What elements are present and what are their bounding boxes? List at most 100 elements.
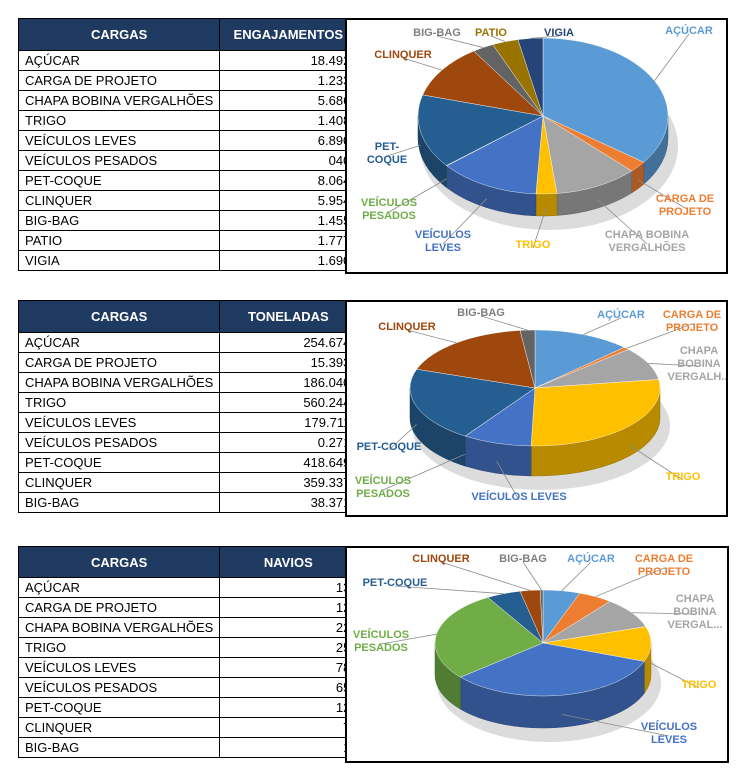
pie-slice-chapa-bobina-vergalhoes: [542, 115, 633, 194]
table-row: PET-COQUE 8.064: [17, 170, 358, 191]
cell-value-chapa-bobina-vergalhoes: 5.686: [219, 90, 358, 111]
leader-line-big-bag: [480, 315, 528, 331]
data-label-carga-de-projeto: CARGA DE PROJETO: [656, 193, 714, 218]
section-engajamentos: CARGAS ENGAJAMENTOS AÇÚCAR 18.492 CARGA DE…: [17, 18, 728, 274]
table-row: TRIGO 560.244: [17, 392, 358, 413]
data-label-carga-de-projeto: CARGA DE PROJETO: [663, 309, 721, 334]
table-row: CHAPA BOBINA VERGALHÕES 22: [17, 617, 358, 638]
cell-value-veiculos-leves: 6.890: [219, 130, 358, 151]
cell-carga-vigia: VIGIA: [17, 250, 221, 271]
table-row: CHAPA BOBINA VERGALHÕES 186.040: [17, 372, 358, 393]
leader-line-acucar: [583, 317, 622, 335]
leader-line-veiculos-leves: [561, 714, 670, 737]
data-label-trigo: TRIGO: [666, 471, 701, 483]
cell-value-clinquer: 7: [219, 717, 358, 738]
cell-value-trigo: 560.244: [219, 392, 358, 413]
pie-slice-clinquer: [416, 330, 536, 389]
table-row: PATIO 1.777: [17, 230, 358, 251]
leader-line-carga-de-projeto: [595, 567, 665, 598]
leader-line-veiculos-pesados: [380, 633, 437, 645]
cell-carga-veiculos-pesados: VEÍCULOS PESADOS: [17, 150, 221, 171]
leader-line-chapa-bobina-vergalhoes: [631, 612, 696, 615]
table-row: TRIGO 25: [17, 637, 358, 658]
header-navios: NAVIOS: [219, 546, 358, 578]
data-label-trigo: TRIGO: [516, 239, 551, 251]
table-navios: CARGAS NAVIOS AÇÚCAR 13 CARGA DE PROJETO 12…: [17, 546, 358, 758]
data-label-big-bag: BIG-BAG: [499, 553, 547, 565]
leader-line-veiculos-leves: [442, 198, 487, 245]
leader-line-vigia: [530, 35, 560, 39]
cell-value-veiculos-pesados: 65: [219, 677, 358, 698]
leader-line-clinquer: [440, 561, 531, 591]
header-cargas: CARGAS: [17, 546, 221, 578]
cell-value-veiculos-leves: 179.711: [219, 412, 358, 433]
cell-carga-chapa-bobina-vergalhoes: CHAPA BOBINA VERGALHÕES: [17, 90, 221, 111]
leader-line-veiculos-pesados: [388, 178, 447, 213]
cell-value-veiculos-leves: 78: [219, 657, 358, 678]
data-label-chapa-bobina-vergalhoes: CHAPA BOBINA VERGAL...: [667, 593, 722, 631]
cell-carga-big-bag: BIG-BAG: [17, 737, 221, 758]
cell-value-chapa-bobina-vergalhoes: 22: [219, 617, 358, 638]
leader-line-carga-de-projeto: [626, 323, 693, 349]
data-label-veiculos-pesados: VEÍCULOS PESADOS: [361, 196, 417, 222]
cell-value-acucar: 18.492: [219, 50, 358, 71]
cell-carga-carga-de-projeto: CARGA DE PROJETO: [17, 352, 221, 373]
cell-carga-carga-de-projeto: CARGA DE PROJETO: [17, 70, 221, 91]
cell-carga-chapa-bobina-vergalhoes: CHAPA BOBINA VERGALHÕES: [17, 372, 221, 393]
pie-chart-toneladas: AÇÚCAR CARGA DE PROJETO CHAPA BOBINA VERGALH.…: [345, 300, 728, 517]
cell-value-big-bag: 38.371: [219, 492, 358, 513]
data-label-clinquer: CLINQUER: [378, 321, 436, 333]
pie-slice-veiculos-pesados: [434, 597, 544, 678]
leader-line-chapa-bobina-vergalhoes: [597, 199, 648, 245]
cell-carga-veiculos-leves: VEÍCULOS LEVES: [17, 412, 221, 433]
cell-carga-veiculos-leves: VEÍCULOS LEVES: [17, 657, 221, 678]
cell-carga-acucar: AÇÚCAR: [17, 50, 221, 71]
table-row: VEÍCULOS PESADOS 0.271: [17, 432, 358, 453]
leader-line-chapa-bobina-vergalhoes: [648, 363, 700, 367]
leader-line-clinquer: [406, 329, 457, 344]
leader-line-pet-coque: [394, 585, 504, 595]
cell-carga-pet-coque: PET-COQUE: [17, 697, 221, 718]
cell-value-acucar: 254.674: [219, 332, 358, 353]
cell-carga-clinquer: CLINQUER: [17, 472, 221, 493]
pie-svg-toneladas: AÇÚCAR CARGA DE PROJETO CHAPA BOBINA VERGALH.…: [355, 307, 726, 503]
pie-slice-big-bag: [539, 589, 544, 644]
data-label-acucar: AÇÚCAR: [665, 24, 713, 37]
pie-slice-trigo: [530, 379, 661, 447]
cell-value-trigo: 1.408: [219, 110, 358, 131]
pie-slice-big-bag: [519, 329, 536, 389]
table-row: CARGA DE PROJETO 12: [17, 597, 358, 618]
cell-value-veiculos-pesados: 0.271: [219, 432, 358, 453]
leader-line-acucar: [561, 561, 592, 592]
cell-value-big-bag: 1.455: [219, 210, 358, 231]
table-row: AÇÚCAR 13: [17, 577, 358, 598]
pie-slice-veiculos-leves: [460, 642, 645, 697]
table-row: BIG-BAG 38.371: [17, 492, 358, 513]
pie-side-trigo: [535, 193, 558, 217]
data-label-veiculos-leves: VEÍCULOS LEVES: [415, 228, 471, 254]
cell-carga-trigo: TRIGO: [17, 110, 221, 131]
pie-svg-engajamentos: AÇÚCAR CARGA DE PROJETO CHAPA BOBINA VERGALH…: [361, 24, 714, 254]
data-label-veiculos-leves: VEÍCULOS LEVES: [471, 490, 566, 503]
table-engajamentos: CARGAS ENGAJAMENTOS AÇÚCAR 18.492 CARGA DE…: [17, 18, 358, 271]
cell-value-pet-coque: 418.649: [219, 452, 358, 473]
cell-carga-trigo: TRIGO: [17, 392, 221, 413]
table-row: PET-COQUE 418.649: [17, 452, 358, 473]
table-row: CLINQUER 359.337: [17, 472, 358, 493]
data-label-big-bag: BIG-BAG: [457, 307, 505, 319]
data-label-pet-coque: PET-COQUE: [367, 141, 407, 166]
cell-value-veiculos-pesados: 040: [219, 150, 358, 171]
table-row: CLINQUER7: [17, 717, 358, 738]
cell-value-clinquer: 359.337: [219, 472, 358, 493]
cell-carga-veiculos-leves: VEÍCULOS LEVES: [17, 130, 221, 151]
cell-carga-clinquer: CLINQUER: [17, 190, 221, 211]
table-row: CHAPA BOBINA VERGALHÕES 5.686: [17, 90, 358, 111]
cell-value-carga-de-projeto: 12: [219, 597, 358, 618]
data-label-trigo: TRIGO: [682, 679, 717, 691]
cell-carga-acucar: AÇÚCAR: [17, 577, 221, 598]
leader-line-trigo: [628, 444, 684, 481]
section-toneladas: CARGAS TONELADAS AÇÚCAR 254.674 CARGA DE P…: [17, 300, 728, 517]
cell-value-big-bag: 1: [219, 737, 358, 758]
cell-carga-big-bag: BIG-BAG: [17, 492, 221, 513]
